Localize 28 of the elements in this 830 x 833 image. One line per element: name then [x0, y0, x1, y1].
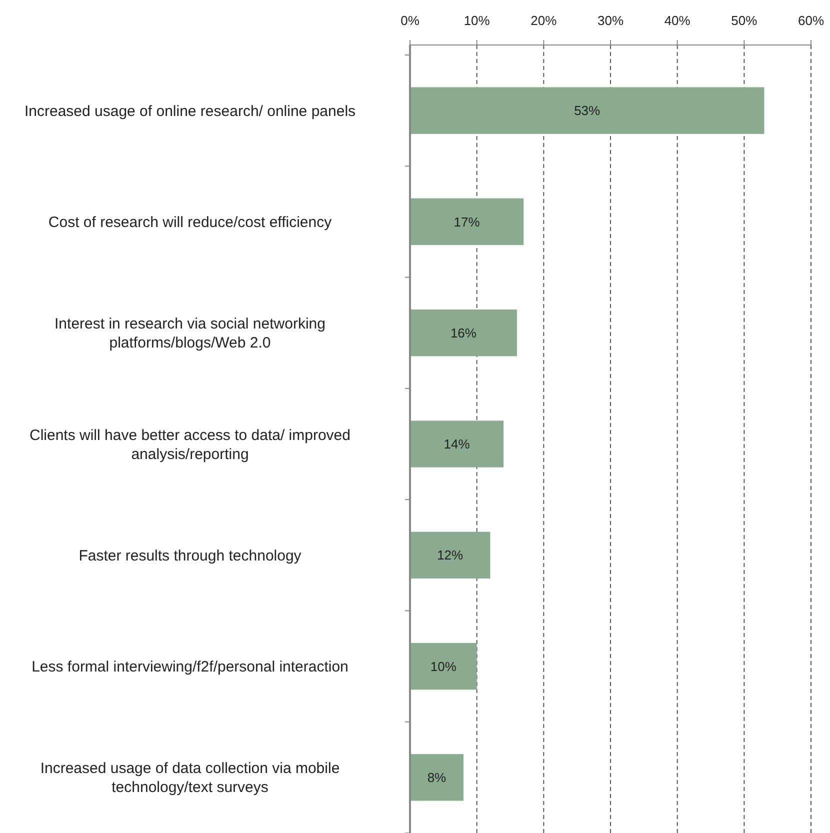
x-tick-label: 60%	[798, 13, 824, 28]
y-tick-label: Increased usage of online research/ online panels	[24, 102, 356, 120]
bar	[410, 87, 764, 134]
bar	[410, 642, 477, 690]
data-label: 16%	[450, 325, 477, 340]
data-label: 53%	[574, 103, 601, 118]
y-tick-label: Clients will have better access to data/ improved analysis/reporting	[30, 426, 350, 463]
y-tick-label: Less formal interviewing/f2f/personal interaction	[32, 658, 348, 676]
x-tick-label: 40%	[664, 13, 691, 28]
data-label: 17%	[454, 214, 480, 230]
y-tick-label: Interest in research via social networking platforms/blogs/Web 2.0	[54, 316, 326, 352]
x-tick-label: 20%	[530, 13, 558, 28]
data-label: 8%	[427, 770, 447, 785]
bar	[410, 198, 524, 246]
data-label: 10%	[430, 658, 457, 674]
x-tick-label: 0%	[400, 13, 420, 28]
bar	[410, 420, 504, 468]
data-label: 14%	[444, 436, 470, 452]
x-tick-label: 10%	[464, 13, 490, 28]
bar	[410, 532, 490, 578]
y-tick-label: Cost of research will reduce/cost efficiency	[48, 214, 332, 231]
bar	[410, 310, 517, 356]
x-tick-label: 50%	[731, 13, 758, 28]
y-tick-label: Increased usage of data collection via mobile technology/text surveys	[40, 760, 340, 796]
data-label: 12%	[437, 548, 464, 563]
x-tick-label: 30%	[597, 13, 624, 28]
y-tick-label: Faster results through technology	[78, 547, 302, 564]
bar	[410, 754, 464, 801]
